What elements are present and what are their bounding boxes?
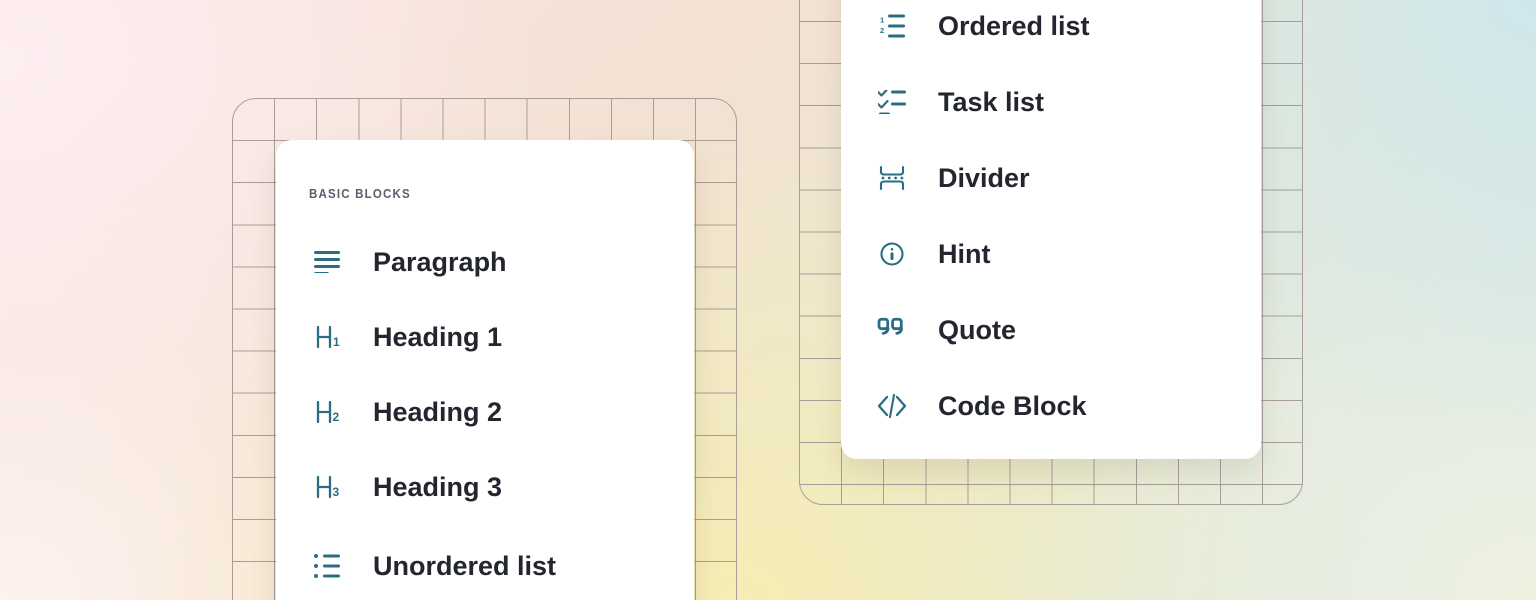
svg-text:1: 1: [333, 335, 340, 349]
svg-text:3: 3: [333, 485, 340, 499]
svg-text:2: 2: [333, 410, 340, 424]
svg-text:1: 1: [880, 16, 884, 25]
svg-text:2: 2: [880, 26, 884, 35]
